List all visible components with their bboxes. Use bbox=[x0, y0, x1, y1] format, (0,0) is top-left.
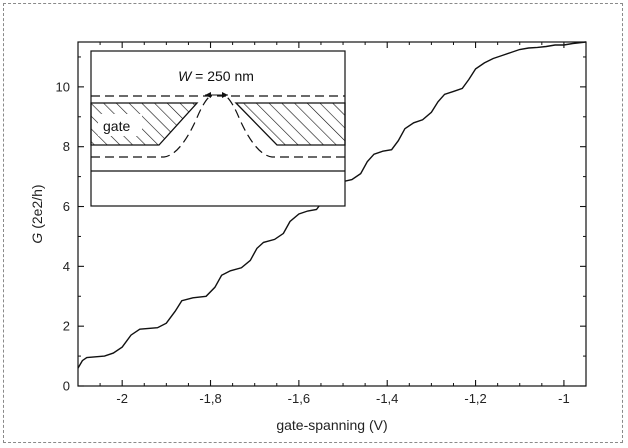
y-axis-title-symbol: G bbox=[29, 233, 45, 244]
figure-frame bbox=[3, 3, 623, 443]
width-label-background bbox=[147, 66, 285, 85]
gate-label: gate bbox=[103, 118, 130, 134]
inset-diagram: gate W = 250 nm bbox=[90, 50, 346, 207]
width-arrowhead-right bbox=[222, 92, 228, 98]
x-tick-label: -1,6 bbox=[288, 391, 310, 406]
x-axis-title: gate-spanning (V) bbox=[276, 417, 387, 433]
right-depletion-boundary bbox=[226, 96, 345, 158]
width-arrowhead-left bbox=[205, 92, 211, 98]
x-tick-label: -1,2 bbox=[464, 391, 486, 406]
width-symbol: W bbox=[178, 68, 193, 84]
x-tick-label: -1,4 bbox=[376, 391, 398, 406]
right-gate-electrode bbox=[234, 102, 346, 146]
width-value: = 250 nm bbox=[191, 68, 254, 84]
y-tick-label: 10 bbox=[56, 79, 70, 94]
plot-area-border bbox=[77, 41, 587, 387]
x-tick-label: -2 bbox=[116, 391, 128, 406]
y-tick-label: 8 bbox=[63, 139, 70, 154]
y-tick-label: 6 bbox=[63, 199, 70, 214]
gate-label-background bbox=[98, 114, 142, 136]
y-tick-label: 4 bbox=[63, 259, 70, 274]
left-depletion-boundary bbox=[91, 96, 210, 158]
y-tick-label: 0 bbox=[63, 379, 70, 394]
y-tick-label: 2 bbox=[63, 319, 70, 334]
constriction-width-label: W = 250 nm bbox=[178, 68, 254, 84]
y-axis-ticks: 0 2 4 6 8 10 bbox=[56, 56, 586, 394]
y-axis-title: G (2e2/h) bbox=[29, 184, 45, 243]
y-axis-title-units: (2e2/h) bbox=[29, 184, 45, 232]
x-axis-ticks: -2 -1,8 -1,6 -1,4 -1,2 -1 bbox=[77, 42, 587, 406]
x-tick-label: -1,8 bbox=[199, 391, 221, 406]
x-tick-label: -1 bbox=[558, 391, 570, 406]
